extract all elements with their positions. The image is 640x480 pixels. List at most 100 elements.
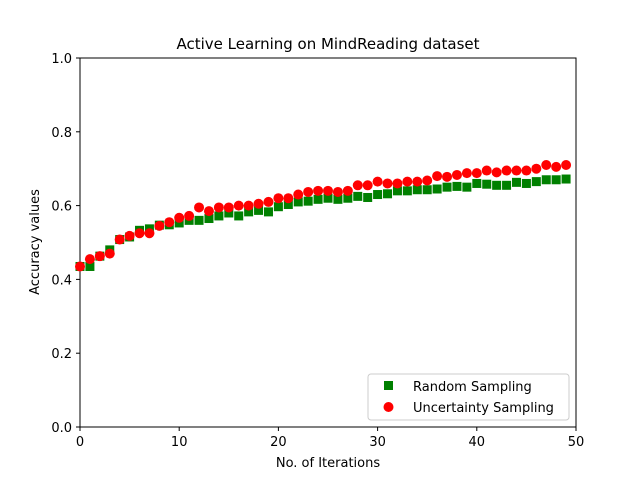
x-tick-label: 40	[469, 435, 486, 450]
data-point	[382, 178, 393, 189]
x-axis-label: No. of Iterations	[276, 456, 381, 471]
data-point	[422, 185, 432, 195]
data-point	[461, 168, 472, 179]
data-point	[502, 180, 512, 190]
data-point	[114, 234, 125, 245]
data-point	[372, 176, 383, 187]
data-point	[283, 199, 293, 209]
legend-marker-uncertainty-sampling	[383, 402, 394, 412]
data-point	[432, 184, 442, 194]
data-point	[432, 171, 443, 182]
y-tick-label: 1.0	[51, 52, 72, 67]
data-point	[363, 192, 373, 202]
data-point	[233, 200, 244, 211]
data-point	[244, 207, 254, 217]
y-tick-label: 0.8	[51, 126, 72, 141]
data-point	[303, 196, 313, 206]
x-tick-label: 30	[369, 435, 386, 450]
data-point	[323, 185, 333, 196]
data-point	[243, 200, 254, 211]
data-point	[531, 163, 542, 174]
data-point	[471, 168, 482, 179]
data-point	[392, 186, 402, 196]
data-point	[184, 210, 195, 221]
data-point	[323, 193, 333, 203]
data-point	[481, 165, 492, 176]
data-point	[482, 179, 492, 189]
y-axis: 0.0 0.2 0.4 0.6 0.8 1.0	[51, 52, 80, 436]
y-tick-label: 0.6	[51, 200, 72, 215]
x-tick-label: 0	[76, 435, 84, 450]
data-point	[551, 175, 561, 185]
legend-box	[367, 373, 570, 421]
data-point	[75, 261, 85, 272]
data-point	[194, 202, 205, 213]
data-point	[362, 180, 373, 191]
data-point	[551, 161, 562, 172]
data-point	[273, 193, 284, 204]
data-point	[223, 202, 234, 213]
data-point	[402, 176, 413, 187]
data-point	[84, 254, 95, 265]
data-point	[373, 190, 383, 200]
data-point	[402, 186, 412, 196]
data-point	[144, 228, 155, 239]
data-point	[492, 180, 502, 190]
data-point	[531, 177, 541, 187]
data-point	[521, 165, 532, 176]
y-axis-label: Accuracy values	[28, 189, 43, 295]
series-random-sampling	[75, 174, 571, 271]
data-point	[462, 182, 472, 192]
x-axis: 0 10 20 30 40 50	[76, 427, 584, 450]
data-point	[501, 165, 512, 176]
data-point	[511, 177, 521, 187]
data-point	[472, 178, 482, 188]
data-point	[343, 193, 353, 203]
x-tick-label: 50	[568, 435, 585, 450]
data-point	[442, 171, 453, 182]
data-point	[303, 186, 314, 197]
chart-title: Active Learning on MindReading dataset	[176, 35, 479, 53]
data-point	[442, 182, 452, 192]
legend: Random Sampling Uncertainty Sampling	[367, 373, 570, 421]
data-point	[194, 215, 204, 225]
data-point	[224, 208, 234, 218]
data-point	[263, 196, 274, 207]
legend-label-uncertainty-sampling: Uncertainty Sampling	[413, 401, 554, 416]
data-point	[561, 160, 572, 171]
plot-frame	[79, 57, 577, 428]
data-point	[213, 202, 224, 213]
data-point	[383, 189, 393, 199]
data-point	[273, 202, 283, 212]
data-point	[104, 248, 115, 259]
data-point	[521, 178, 531, 188]
data-point	[263, 207, 273, 217]
data-point	[204, 214, 214, 224]
data-point	[412, 185, 422, 195]
y-tick-label: 0.2	[51, 347, 72, 362]
data-point	[333, 194, 343, 204]
legend-label-random-sampling: Random Sampling	[413, 380, 532, 395]
data-point	[452, 181, 462, 191]
series-layer	[75, 160, 572, 272]
data-point	[541, 160, 552, 171]
data-point	[392, 178, 403, 189]
data-point	[174, 218, 184, 228]
data-point	[134, 228, 145, 239]
data-point	[293, 197, 303, 207]
x-tick-label: 20	[270, 435, 287, 450]
data-point	[352, 180, 363, 191]
data-point	[254, 205, 264, 215]
data-point	[511, 165, 522, 176]
data-point	[313, 194, 323, 204]
data-point	[174, 212, 185, 223]
y-tick-label: 0.4	[51, 273, 72, 288]
data-point	[313, 185, 324, 196]
data-point	[124, 230, 135, 241]
data-point	[342, 185, 353, 196]
data-point	[561, 174, 571, 184]
x-tick-label: 10	[171, 435, 188, 450]
data-point	[412, 176, 423, 187]
data-point	[283, 193, 294, 204]
